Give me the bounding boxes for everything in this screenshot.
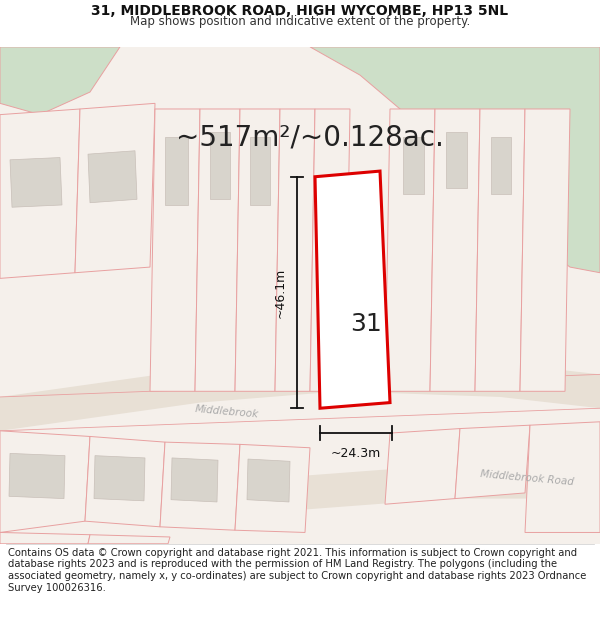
- Polygon shape: [455, 425, 530, 499]
- Text: Middlebrook: Middlebrook: [195, 404, 260, 419]
- Polygon shape: [430, 109, 480, 391]
- Polygon shape: [275, 109, 315, 391]
- Polygon shape: [446, 132, 467, 188]
- Polygon shape: [160, 442, 240, 530]
- Polygon shape: [475, 109, 525, 391]
- Polygon shape: [171, 458, 218, 502]
- Polygon shape: [164, 138, 188, 205]
- Polygon shape: [235, 444, 310, 532]
- Text: 31: 31: [350, 311, 382, 336]
- Polygon shape: [85, 436, 165, 527]
- Text: Map shows position and indicative extent of the property.: Map shows position and indicative extent…: [130, 15, 470, 28]
- Polygon shape: [310, 109, 350, 391]
- Polygon shape: [0, 431, 90, 532]
- Polygon shape: [150, 109, 200, 391]
- Text: ~517m²/~0.128ac.: ~517m²/~0.128ac.: [176, 124, 444, 152]
- Polygon shape: [9, 453, 65, 499]
- Text: Contains OS data © Crown copyright and database right 2021. This information is : Contains OS data © Crown copyright and d…: [8, 548, 586, 592]
- Polygon shape: [0, 109, 80, 278]
- Polygon shape: [491, 138, 511, 194]
- Polygon shape: [385, 109, 435, 391]
- Polygon shape: [0, 47, 120, 114]
- Polygon shape: [75, 103, 155, 272]
- Polygon shape: [247, 459, 290, 502]
- Text: Middlebrook Road: Middlebrook Road: [480, 469, 574, 488]
- Polygon shape: [0, 532, 90, 544]
- Polygon shape: [250, 138, 270, 205]
- Polygon shape: [0, 357, 600, 431]
- Polygon shape: [195, 109, 240, 391]
- Polygon shape: [88, 535, 170, 544]
- Polygon shape: [403, 138, 424, 194]
- Polygon shape: [94, 456, 145, 501]
- Polygon shape: [315, 171, 390, 408]
- Polygon shape: [525, 422, 600, 532]
- Polygon shape: [88, 151, 137, 202]
- Polygon shape: [10, 158, 62, 208]
- Polygon shape: [235, 109, 280, 391]
- Polygon shape: [385, 429, 460, 504]
- Polygon shape: [310, 47, 600, 272]
- Text: 31, MIDDLEBROOK ROAD, HIGH WYCOMBE, HP13 5NL: 31, MIDDLEBROOK ROAD, HIGH WYCOMBE, HP13…: [91, 4, 509, 18]
- Polygon shape: [210, 132, 230, 199]
- Polygon shape: [520, 109, 570, 391]
- Polygon shape: [300, 465, 600, 510]
- Text: ~24.3m: ~24.3m: [331, 447, 381, 459]
- Text: ~46.1m: ~46.1m: [274, 268, 287, 318]
